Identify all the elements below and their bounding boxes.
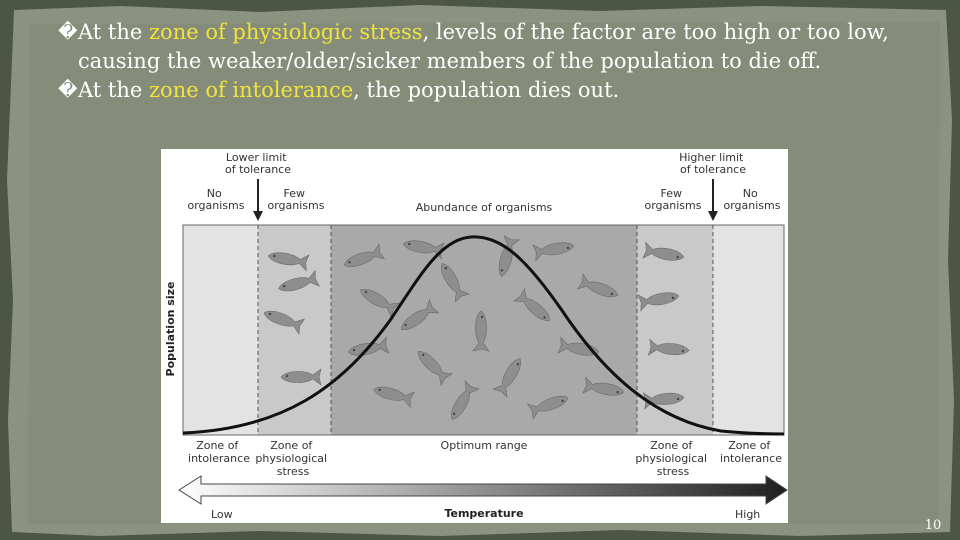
bullet-highlight: zone of physiologic stress bbox=[148, 20, 423, 44]
zone-intolerance-left-label: Zone of intolerance bbox=[188, 439, 250, 465]
bullet-mark: � bbox=[58, 79, 78, 101]
bullet-list: � At the zone of physiologic stress, leve… bbox=[58, 18, 938, 105]
lower-limit-label: Lower limit of tolerance bbox=[225, 151, 291, 176]
no-organisms-right-label: No organisms bbox=[724, 187, 781, 212]
down-arrow-icon bbox=[708, 179, 718, 221]
bullet-text-before: At the bbox=[78, 20, 149, 44]
page-number: 10 bbox=[924, 518, 942, 533]
bullet-physiologic-stress: � At the zone of physiologic stress, leve… bbox=[58, 18, 938, 76]
bullet-mark: � bbox=[58, 21, 78, 43]
zone-optimum-label: Optimum range bbox=[441, 439, 528, 452]
zone-stress-left-label: Zone of physiological stress bbox=[255, 439, 330, 478]
zone-stress-right-label: Zone of physiological stress bbox=[635, 439, 710, 478]
population-curve bbox=[182, 235, 785, 436]
x-axis-label: Temperature bbox=[444, 507, 523, 520]
bullet-highlight: zone of intolerance bbox=[148, 78, 354, 102]
bullet-text-after: , the population dies out. bbox=[353, 78, 620, 102]
y-axis-label: Population size bbox=[164, 282, 177, 377]
few-organisms-right-label: Few organisms bbox=[645, 187, 702, 212]
few-organisms-left-label: Few organisms bbox=[268, 187, 325, 212]
bullet-intolerance: � At the zone of intolerance, the populat… bbox=[58, 76, 938, 105]
down-arrow-icon bbox=[253, 179, 263, 221]
temperature-arrow bbox=[178, 475, 788, 505]
x-low-label: Low bbox=[211, 508, 233, 521]
bullet-text-after: , levels of the factor are too high or t… bbox=[78, 20, 889, 73]
x-high-label: High bbox=[735, 508, 760, 521]
bullet-text-before: At the bbox=[78, 78, 149, 102]
plot-frame bbox=[182, 224, 785, 436]
no-organisms-left-label: No organisms bbox=[188, 187, 245, 212]
zone-intolerance-right-label: Zone of intolerance bbox=[720, 439, 782, 465]
zone-intolerance-right bbox=[713, 225, 784, 435]
abundance-label: Abundance of organisms bbox=[416, 201, 553, 214]
higher-limit-label: Higher limit of tolerance bbox=[679, 151, 747, 176]
tolerance-diagram: Lower limit of tolerance Higher limit of… bbox=[161, 149, 788, 523]
zone-intolerance-left bbox=[183, 225, 258, 435]
